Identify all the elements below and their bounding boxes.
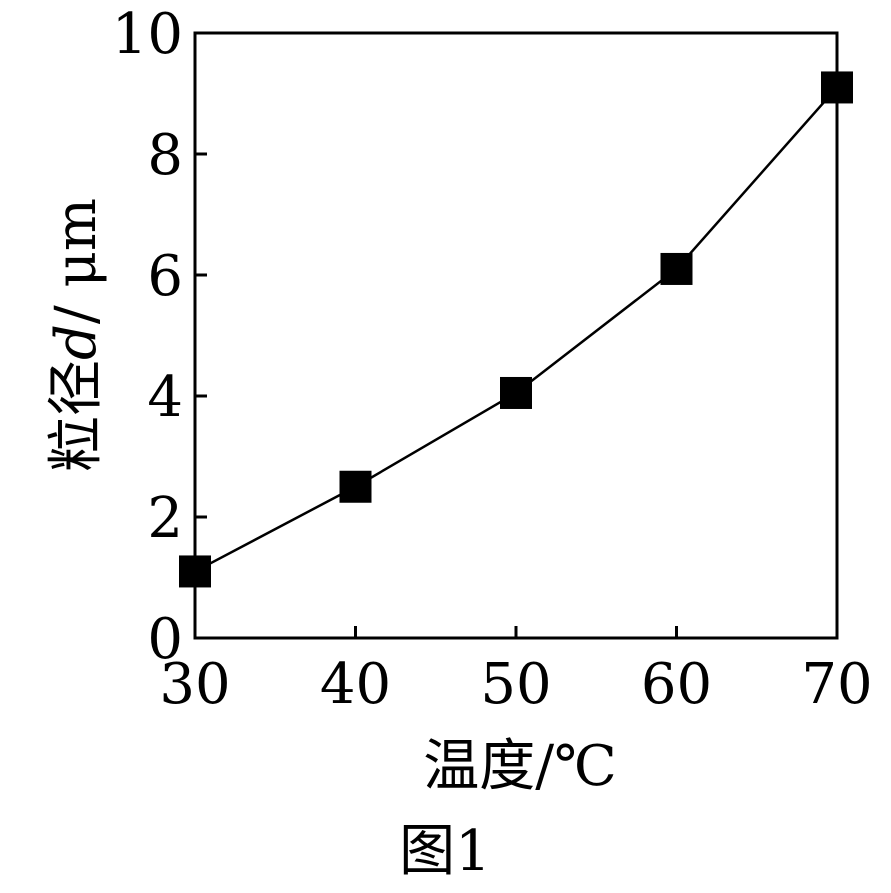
data-point-marker	[179, 555, 211, 588]
y-axis-label: 粒径d/ μm	[44, 198, 109, 472]
y-tick-label: 8	[147, 123, 183, 188]
x-tick-label: 70	[801, 652, 872, 717]
y-tick-label: 2	[147, 486, 183, 551]
data-point-marker	[660, 252, 693, 285]
y-tick-label: 6	[147, 244, 183, 309]
x-tick-label: 50	[480, 652, 551, 717]
y-tick-label: 10	[112, 2, 183, 67]
series-layer	[179, 71, 853, 588]
data-point-marker	[339, 470, 372, 503]
x-tick-label: 60	[641, 652, 712, 717]
y-axis-label-unit: / μm	[44, 198, 109, 324]
x-tick-label: 40	[320, 652, 391, 717]
figure-caption: 图1	[399, 819, 491, 884]
data-point-marker	[821, 71, 853, 104]
x-axis-label: 温度/℃	[423, 734, 617, 799]
y-tick-label: 4	[147, 365, 183, 430]
plot-frame	[193, 31, 839, 640]
y-axis-ticks: 0 2 4 6 8 10	[112, 2, 207, 672]
y-tick-label: 0	[147, 607, 183, 672]
x-tick-label: 30	[159, 652, 230, 717]
data-point-marker	[500, 376, 532, 409]
series-line	[194, 86, 838, 573]
x-axis-ticks: 30 40 50 60 70	[159, 626, 873, 717]
y-axis-label-prefix: 粒径	[44, 360, 109, 472]
y-axis-label-variable: d	[44, 324, 109, 360]
